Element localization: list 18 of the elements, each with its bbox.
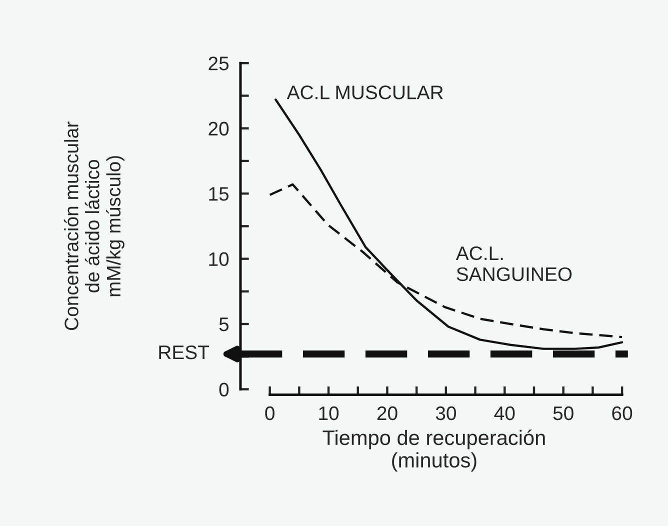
x-tick-label: 30 xyxy=(436,406,456,420)
x-tick-label: 0 xyxy=(265,406,274,420)
x-tick-label: 60 xyxy=(612,406,632,420)
y-tick-label: 25 xyxy=(208,56,229,70)
y-tick-label: 0 xyxy=(219,382,229,396)
x-tick-label: 50 xyxy=(553,406,574,420)
ref-line-label: REST xyxy=(159,345,210,360)
x-axis-title: Tiempo de recuperación (minutos) xyxy=(322,430,545,472)
x-tick-label: 40 xyxy=(494,406,515,420)
y-axis-title: Concentración muscular de ácido láctico mM/kg músculo) xyxy=(64,122,124,330)
y-tick-label: 10 xyxy=(209,252,229,266)
y-tick-label: 15 xyxy=(209,187,229,201)
series-label: AC.L. SANGUINEO xyxy=(456,246,572,282)
series-label: AC.L MUSCULAR xyxy=(286,86,443,100)
y-tick-label: 20 xyxy=(208,122,229,136)
x-tick-label: 10 xyxy=(319,406,339,420)
y-tick-label: 5 xyxy=(219,318,229,332)
x-tick-label: 20 xyxy=(377,406,398,420)
